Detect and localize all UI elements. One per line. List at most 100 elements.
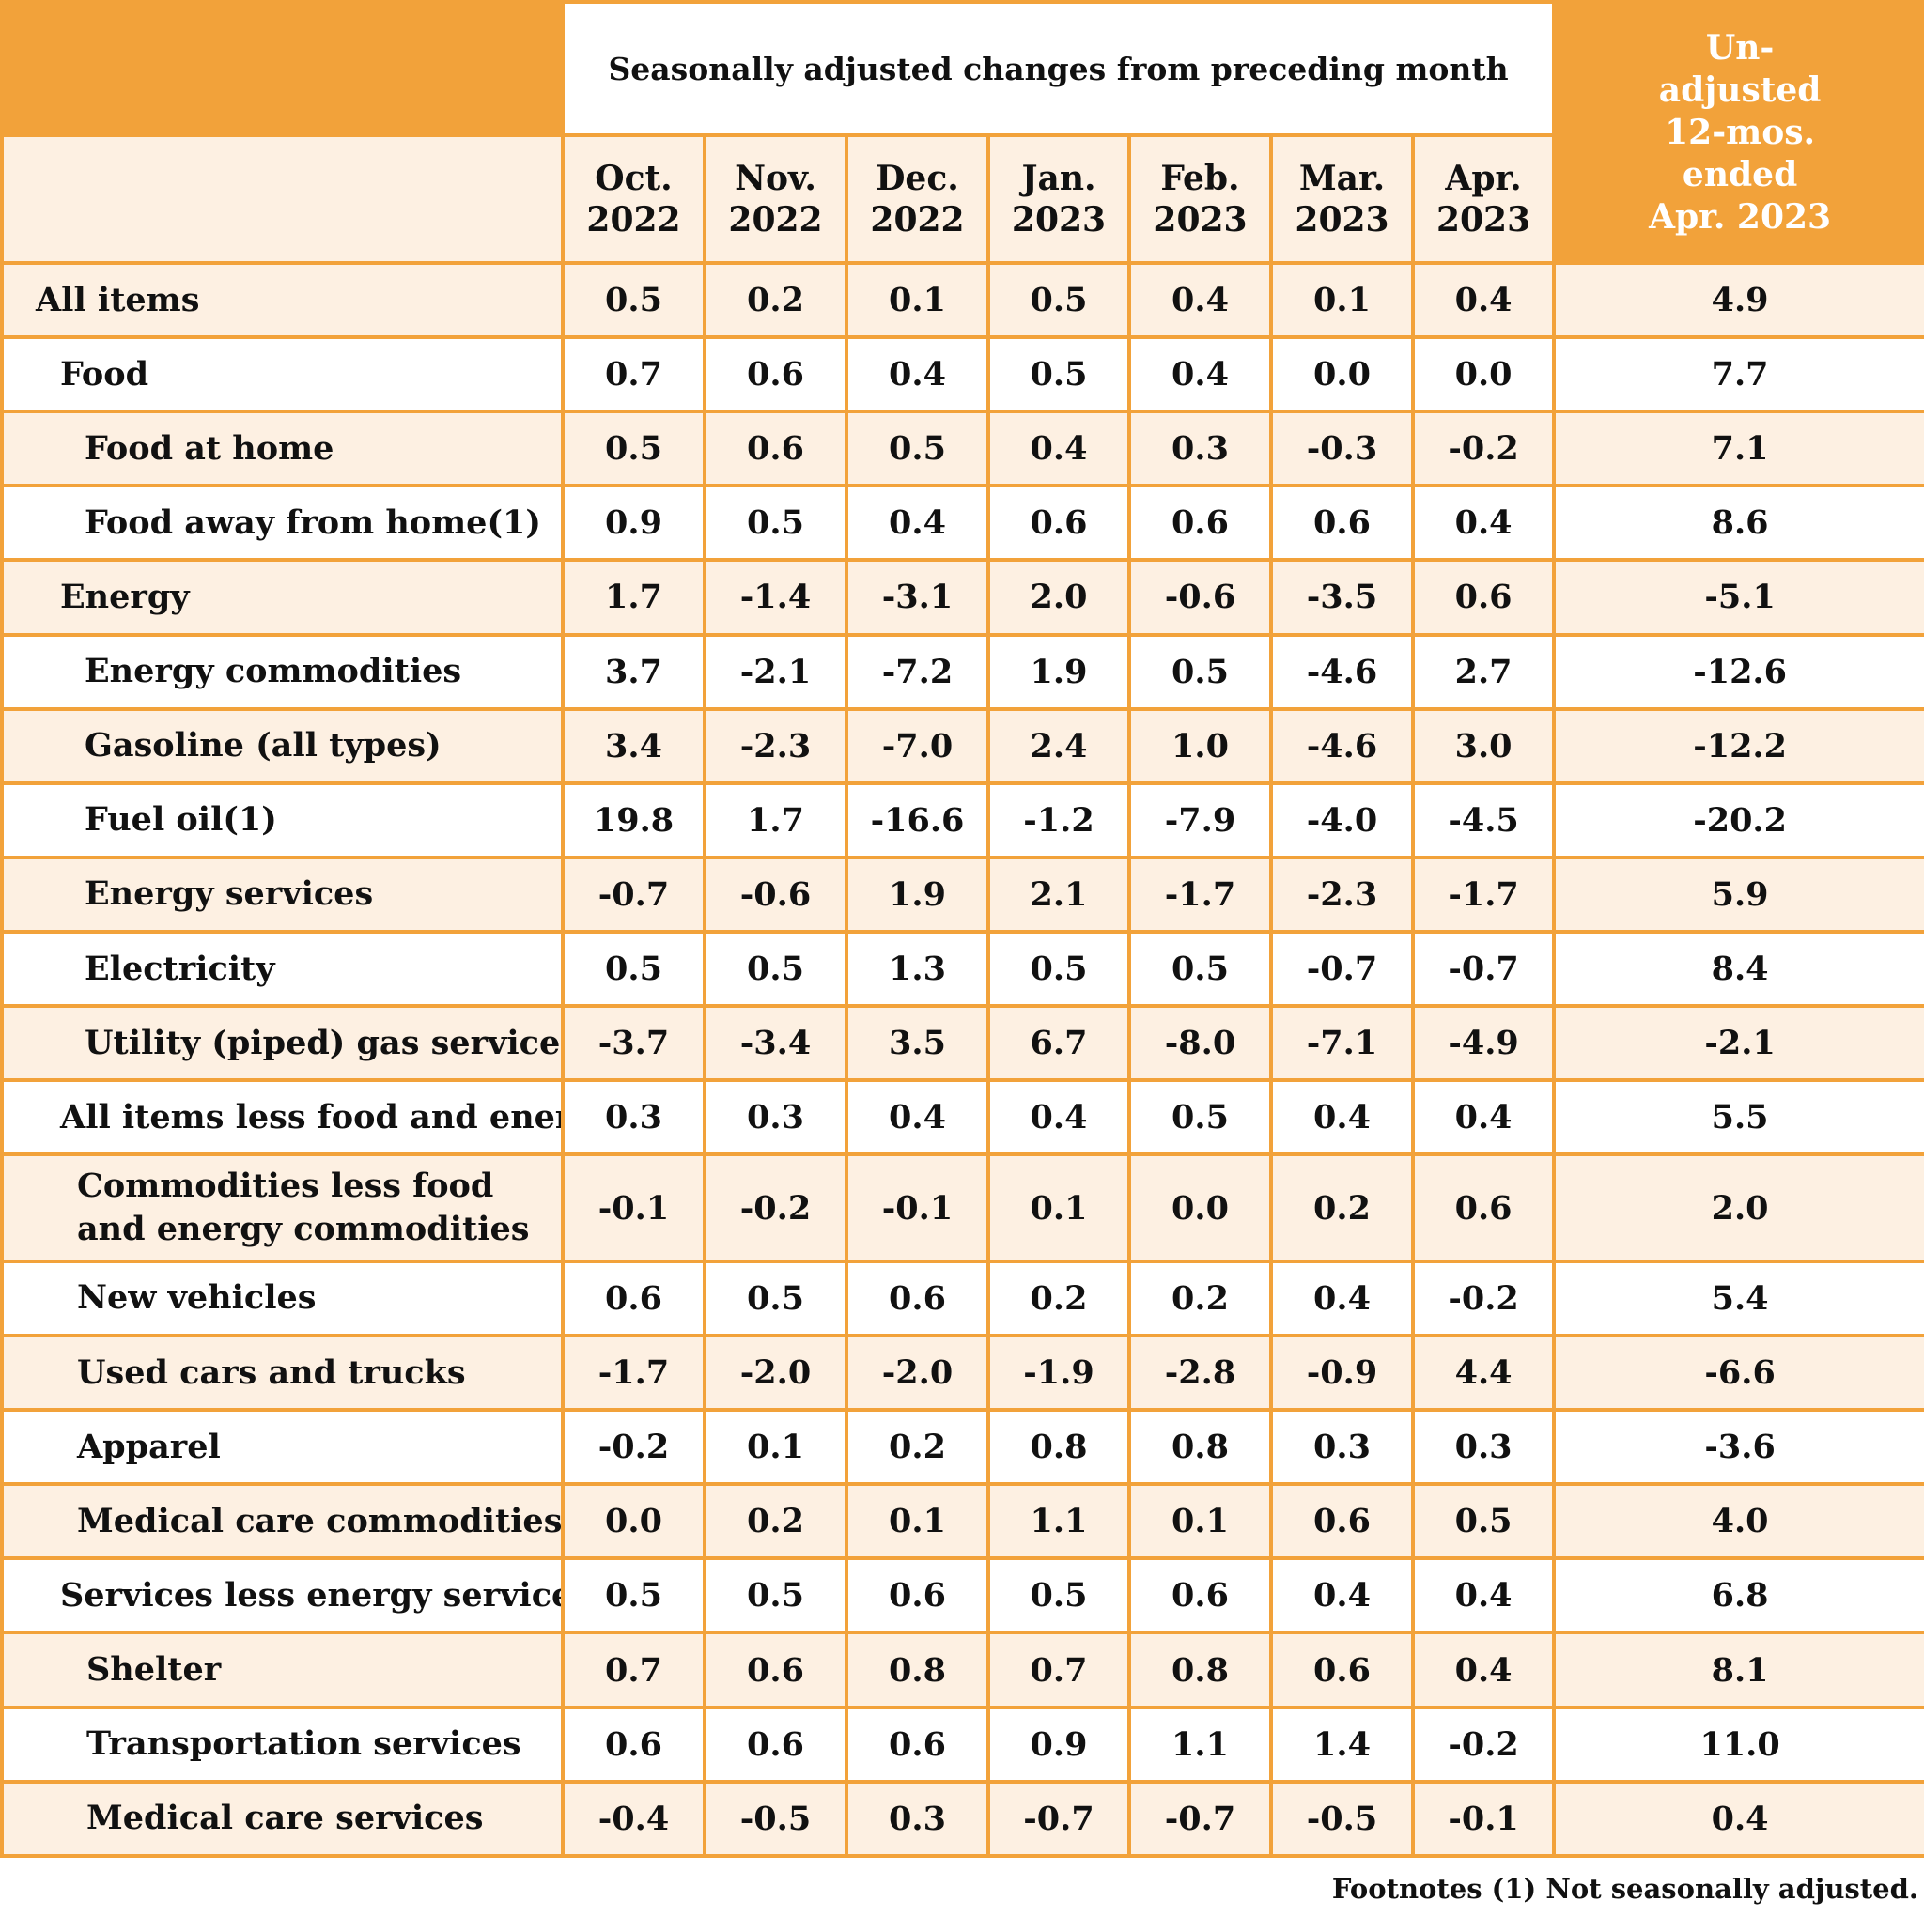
month-header: Oct. 2022 xyxy=(563,135,705,263)
row-label: Fuel oil(1) xyxy=(2,783,563,858)
table-cell: -1.7 xyxy=(1413,858,1554,932)
table-row: Medical care services -0.4 -0.5 0.3 -0.7… xyxy=(2,1782,1924,1856)
table-cell: 0.2 xyxy=(988,1261,1129,1336)
table-cell: 0.3 xyxy=(1413,1410,1554,1484)
table-cell: -1.4 xyxy=(705,560,846,634)
row-label: New vehicles xyxy=(2,1261,563,1336)
table-cell: -0.2 xyxy=(1413,1708,1554,1782)
table-row: Services less energy services 0.5 0.5 0.… xyxy=(2,1558,1924,1632)
table-cell: 1.9 xyxy=(846,858,988,932)
row-label: Gasoline (all types) xyxy=(2,709,563,783)
unadjusted-cell: 7.7 xyxy=(1554,337,1924,411)
header-corner-bottom xyxy=(2,135,563,263)
unadjusted-header-line: Apr. 2023 xyxy=(1556,196,1924,239)
table-cell: 0.5 xyxy=(988,263,1129,337)
table-cell: -0.2 xyxy=(563,1410,705,1484)
table-row: Commodities less food and energy commodi… xyxy=(2,1154,1924,1261)
table-cell: 0.4 xyxy=(846,486,988,560)
month-year: 2023 xyxy=(990,199,1127,240)
table-cell: 0.6 xyxy=(846,1558,988,1632)
row-label: Utility (piped) gas service xyxy=(2,1006,563,1080)
table-cell: -0.9 xyxy=(1271,1336,1413,1410)
table-cell: 0.1 xyxy=(1129,1484,1271,1558)
table-cell: 0.1 xyxy=(705,1410,846,1484)
table-cell: -16.6 xyxy=(846,783,988,858)
table-cell: 1.0 xyxy=(1129,709,1271,783)
table-cell: -2.1 xyxy=(705,635,846,709)
table-cell: 0.5 xyxy=(705,1558,846,1632)
month-name: Feb. xyxy=(1131,158,1269,199)
table-cell: -3.5 xyxy=(1271,560,1413,634)
table-cell: 0.4 xyxy=(1413,1080,1554,1154)
table-cell: 0.3 xyxy=(563,1080,705,1154)
table-cell: 0.2 xyxy=(846,1410,988,1484)
table-cell: 0.5 xyxy=(988,932,1129,1006)
table-cell: -3.1 xyxy=(846,560,988,634)
unadjusted-cell: -20.2 xyxy=(1554,783,1924,858)
table-cell: 0.5 xyxy=(563,1558,705,1632)
row-label: Food at home xyxy=(2,411,563,486)
table-cell: 0.7 xyxy=(563,1632,705,1707)
table-cell: -0.6 xyxy=(1129,560,1271,634)
table-cell: 0.4 xyxy=(846,1080,988,1154)
table-cell: -0.1 xyxy=(1413,1782,1554,1856)
table-cell: 0.5 xyxy=(563,263,705,337)
table-cell: -0.1 xyxy=(846,1154,988,1261)
table-cell: 1.7 xyxy=(563,560,705,634)
table-row: Fuel oil(1) 19.8 1.7 -16.6 -1.2 -7.9 -4.… xyxy=(2,783,1924,858)
table-cell: 0.4 xyxy=(1413,263,1554,337)
month-header: Jan. 2023 xyxy=(988,135,1129,263)
table-row: Transportation services 0.6 0.6 0.6 0.9 … xyxy=(2,1708,1924,1782)
table-cell: -8.0 xyxy=(1129,1006,1271,1080)
table-cell: 0.0 xyxy=(1413,337,1554,411)
table-cell: 0.3 xyxy=(1129,411,1271,486)
table-cell: 0.1 xyxy=(846,1484,988,1558)
table-row: Energy commodities 3.7 -2.1 -7.2 1.9 0.5… xyxy=(2,635,1924,709)
month-year: 2023 xyxy=(1273,199,1411,240)
table-cell: 0.4 xyxy=(988,1080,1129,1154)
table-cell: -0.2 xyxy=(705,1154,846,1261)
month-header: Feb. 2023 xyxy=(1129,135,1271,263)
row-label: Electricity xyxy=(2,932,563,1006)
unadjusted-cell: 4.0 xyxy=(1554,1484,1924,1558)
table-cell: -0.7 xyxy=(1271,932,1413,1006)
month-header: Nov. 2022 xyxy=(705,135,846,263)
table-cell: 0.2 xyxy=(1271,1154,1413,1261)
row-label: Energy commodities xyxy=(2,635,563,709)
row-label: Used cars and trucks xyxy=(2,1336,563,1410)
table-cell: 0.4 xyxy=(1413,1558,1554,1632)
unadjusted-cell: 6.8 xyxy=(1554,1558,1924,1632)
seasonal-group-header: Seasonally adjusted changes from precedi… xyxy=(563,2,1554,135)
table-cell: 0.3 xyxy=(1271,1410,1413,1484)
table-cell: -1.7 xyxy=(563,1336,705,1410)
table-row: All items 0.5 0.2 0.1 0.5 0.4 0.1 0.4 4.… xyxy=(2,263,1924,337)
table-cell: -0.7 xyxy=(988,1782,1129,1856)
cpi-table-frame: Seasonally adjusted changes from precedi… xyxy=(0,0,1924,1858)
table-cell: 0.6 xyxy=(705,1632,846,1707)
table-cell: 0.4 xyxy=(846,337,988,411)
unadjusted-cell: 5.4 xyxy=(1554,1261,1924,1336)
table-cell: 0.6 xyxy=(705,411,846,486)
unadjusted-cell: -5.1 xyxy=(1554,560,1924,634)
table-cell: -0.2 xyxy=(1413,1261,1554,1336)
cpi-table: Seasonally adjusted changes from precedi… xyxy=(0,0,1924,1858)
row-label: Services less energy services xyxy=(2,1558,563,1632)
table-cell: 0.1 xyxy=(846,263,988,337)
row-label: Energy services xyxy=(2,858,563,932)
table-cell: 3.4 xyxy=(563,709,705,783)
month-header: Apr. 2023 xyxy=(1413,135,1554,263)
table-cell: 4.4 xyxy=(1413,1336,1554,1410)
unadjusted-cell: 5.9 xyxy=(1554,858,1924,932)
unadjusted-cell: -6.6 xyxy=(1554,1336,1924,1410)
table-cell: -7.2 xyxy=(846,635,988,709)
table-cell: 0.5 xyxy=(988,337,1129,411)
table-cell: 2.1 xyxy=(988,858,1129,932)
table-cell: 0.6 xyxy=(1129,1558,1271,1632)
table-cell: 0.7 xyxy=(988,1632,1129,1707)
table-cell: 0.8 xyxy=(846,1632,988,1707)
table-cell: 0.4 xyxy=(988,411,1129,486)
table-row: Energy services -0.7 -0.6 1.9 2.1 -1.7 -… xyxy=(2,858,1924,932)
table-cell: 0.5 xyxy=(563,932,705,1006)
row-label: All items less food and energy xyxy=(2,1080,563,1154)
table-row: Shelter 0.7 0.6 0.8 0.7 0.8 0.6 0.4 8.1 xyxy=(2,1632,1924,1707)
